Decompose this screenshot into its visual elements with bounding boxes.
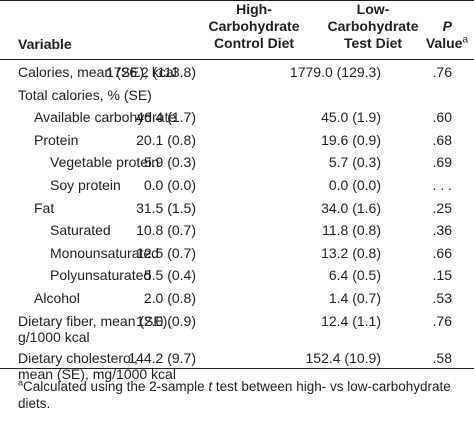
low-carb-value: 6.4 (0.5) xyxy=(328,267,381,284)
row-label: Soy protein xyxy=(50,176,121,193)
low-carb-value: 11.8 (0.8) xyxy=(322,222,381,239)
high-carb-value: 12.0 (0.9) xyxy=(136,312,196,329)
low-carb-value: 45.0 (1.9) xyxy=(321,109,381,126)
table-row: Dietary fiber, mean (SE), g/1000 kcal 12.0… xyxy=(0,313,474,350)
top-rule xyxy=(0,0,474,1)
table-row: Calories, mean (SE), kcal 1726.2 (113.8) 1… xyxy=(0,64,474,87)
high-carb-value: 10.8 (0.7) xyxy=(136,222,196,239)
row-label: Available carbohydrate xyxy=(34,109,177,126)
p-value: .66 xyxy=(432,244,452,261)
p-value: .15 xyxy=(432,267,452,284)
table-row: Dietary cholesterol, mean (SE), mg/1000 k… xyxy=(0,350,474,387)
header-p-value: P Valuea xyxy=(425,18,468,51)
row-label: Calories, mean (SE), kcal xyxy=(18,64,177,80)
row-label: Protein xyxy=(34,131,79,148)
high-carb-value: 5.5 (0.4) xyxy=(143,267,196,284)
high-carb-value: 0.0 (0.0) xyxy=(143,176,196,193)
p-value: .53 xyxy=(432,289,452,306)
table-row: Protein 20.1 (0.8) 19.6 (0.9) .68 xyxy=(0,132,474,155)
low-carb-value: 152.4 (10.9) xyxy=(305,349,382,366)
low-carb-value: 5.7 (0.3) xyxy=(328,154,381,171)
header-variable: Variable xyxy=(18,36,72,52)
low-carb-value: 19.6 (0.9) xyxy=(321,131,381,148)
row-label: Total calories, % (SE) xyxy=(18,86,152,103)
table-row: Available carbohydrate 46.4 (1.7) 45.0 (1.… xyxy=(0,109,474,132)
high-carb-value: 20.1 (0.8) xyxy=(136,131,196,148)
table-row: Polyunsaturated 5.5 (0.4) 6.4 (0.5) .15 xyxy=(0,267,474,290)
row-label: Dietary cholesterol, mean (SE), mg/1000 k… xyxy=(18,349,176,383)
high-carb-value: 5.9 (0.3) xyxy=(143,154,196,171)
row-label: Saturated xyxy=(50,222,111,239)
low-carb-value: 13.2 (0.8) xyxy=(321,244,381,261)
p-value: .76 xyxy=(432,64,452,80)
row-label: Polyunsaturated xyxy=(50,267,152,284)
high-carb-value: 12.5 (0.7) xyxy=(136,244,196,261)
p-value: .76 xyxy=(432,312,452,329)
table-row: Fat 31.5 (1.5) 34.0 (1.6) .25 xyxy=(0,200,474,223)
footnote: aCalculated using the 2-sample t test be… xyxy=(18,377,451,411)
p-value: .60 xyxy=(432,109,452,126)
p-value: .68 xyxy=(432,131,452,148)
p-value: .36 xyxy=(432,222,452,239)
header-high-carb: High- Carbohydrate Control Diet xyxy=(208,1,300,51)
low-carb-value: 0.0 (0.0) xyxy=(328,176,381,193)
table-row: Alcohol 2.0 (0.8) 1.4 (0.7) .53 xyxy=(0,290,474,313)
table-row: Total calories, % (SE) xyxy=(0,87,474,110)
p-value: . . . xyxy=(432,176,452,193)
row-label: Fat xyxy=(34,199,55,216)
table-row: Vegetable protein 5.9 (0.3) 5.7 (0.3) .69 xyxy=(0,154,474,177)
table-row: Soy protein 0.0 (0.0) 0.0 (0.0) . . . xyxy=(0,177,474,200)
table-row: Monounsaturated 12.5 (0.7) 13.2 (0.8) .66 xyxy=(0,245,474,268)
high-carb-value: 31.5 (1.5) xyxy=(136,199,196,216)
row-label: Vegetable protein xyxy=(50,154,159,171)
header-low-carb: Low- Carbohydrate Test Diet xyxy=(327,1,419,51)
row-label: Dietary fiber, mean (SE), g/1000 kcal xyxy=(18,312,172,346)
high-carb-value: 1726.2 (113.8) xyxy=(105,64,196,80)
p-value: .69 xyxy=(432,154,452,171)
row-label: Monounsaturated xyxy=(50,244,159,261)
high-carb-value: 144.2 (9.7) xyxy=(128,349,196,366)
table-body: Calories, mean (SE), kcal 1726.2 (113.8) 1… xyxy=(0,64,474,387)
p-value: .58 xyxy=(432,349,452,366)
low-carb-value: 1779.0 (129.3) xyxy=(289,64,381,80)
high-carb-value: 46.4 (1.7) xyxy=(136,109,196,126)
table-row: Saturated 10.8 (0.7) 11.8 (0.8) .36 xyxy=(0,222,474,245)
low-carb-value: 1.4 (0.7) xyxy=(328,289,381,306)
bottom-rule xyxy=(0,368,474,369)
low-carb-value: 34.0 (1.6) xyxy=(321,199,381,216)
low-carb-value: 12.4 (1.1) xyxy=(321,312,381,329)
p-value: .25 xyxy=(432,199,452,216)
row-label: Alcohol xyxy=(34,289,80,306)
header-rule xyxy=(0,59,474,60)
high-carb-value: 2.0 (0.8) xyxy=(143,289,196,306)
